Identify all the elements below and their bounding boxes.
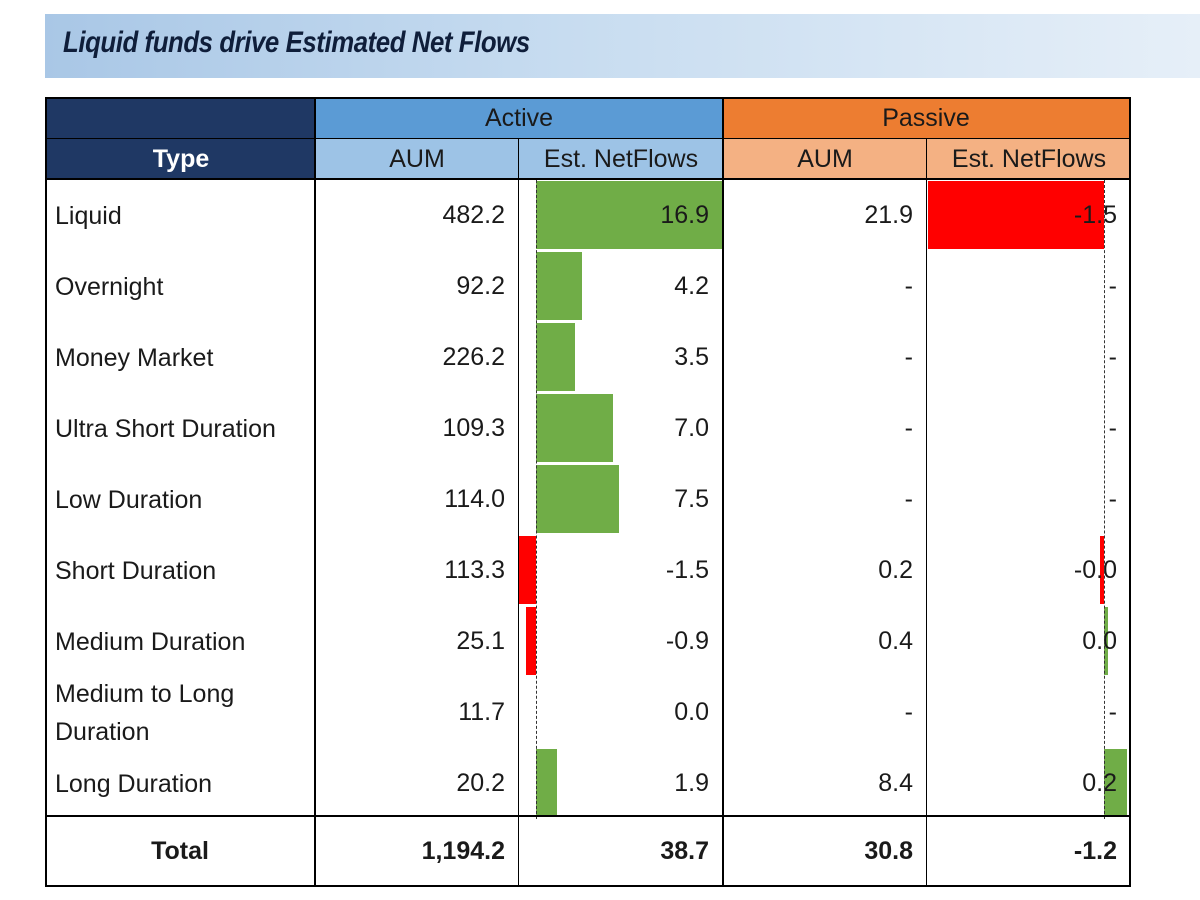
table-bottom-rule	[45, 885, 1131, 887]
row-active-netflow: 3.5	[674, 343, 709, 371]
active-flow-bar	[536, 465, 619, 533]
total-passive-netflow: -1.2	[1073, 836, 1117, 865]
row-type-label: Money Market	[55, 343, 214, 372]
row-passive-aum: 0.2	[878, 556, 913, 584]
row-passive-netflow: -	[1108, 698, 1117, 726]
header-bottom-rule	[45, 178, 1131, 180]
active-flow-bar	[526, 607, 536, 675]
active-zero-axis	[536, 180, 537, 819]
row-active-aum: 20.2	[456, 769, 505, 797]
row-type-label: Short Duration	[55, 556, 217, 585]
total-label: Total	[151, 836, 209, 865]
row-passive-netflow: -	[1108, 485, 1117, 513]
header-active-group: Active	[315, 97, 723, 138]
net-flows-table: Active Passive Type AUM Est. NetFlows AU…	[45, 97, 1131, 887]
row-type-label: Liquid	[55, 201, 122, 230]
row-passive-netflow: -1.5	[1073, 201, 1117, 229]
row-type-label: Medium to Long Duration	[55, 679, 235, 746]
total-top-rule	[45, 815, 1131, 817]
total-passive-aum: 30.8	[864, 836, 913, 865]
row-active-aum: 113.3	[444, 556, 505, 584]
row-active-netflow: 7.5	[674, 485, 709, 513]
active-flow-bar	[536, 749, 557, 817]
row-passive-aum: 0.4	[878, 627, 913, 655]
row-type-label: Medium Duration	[55, 627, 246, 656]
row-passive-aum: -	[904, 485, 913, 513]
col-divider-3	[722, 97, 724, 887]
active-flow-bar	[536, 252, 583, 320]
row-active-aum: 11.7	[458, 698, 505, 726]
row-passive-aum: -	[904, 698, 913, 726]
row-passive-aum: -	[904, 414, 913, 442]
title-bar: Liquid funds drive Estimated Net Flows	[45, 14, 1200, 78]
row-passive-netflow: 0.2	[1082, 769, 1117, 797]
row-active-netflow: -1.5	[665, 556, 709, 584]
header-passive-netflows: Est. NetFlows	[927, 138, 1131, 179]
passive-flow-bar	[1104, 607, 1108, 675]
header-passive-group: Passive	[723, 97, 1131, 138]
row-active-netflow: 4.2	[674, 272, 709, 300]
header-active-netflows: Est. NetFlows	[519, 138, 723, 179]
row-passive-aum: -	[904, 272, 913, 300]
row-active-netflow: 7.0	[674, 414, 709, 442]
total-active-netflow: 38.7	[660, 836, 709, 865]
col-divider-1	[314, 97, 316, 887]
row-type-label: Ultra Short Duration	[55, 414, 276, 443]
row-active-netflow: 0.0	[674, 698, 709, 726]
col-divider-4	[926, 138, 927, 887]
row-active-aum: 114.0	[444, 485, 505, 513]
col-divider-2	[518, 138, 519, 887]
left-border	[45, 97, 47, 887]
row-passive-aum: 8.4	[878, 769, 913, 797]
header-passive-aum: AUM	[723, 138, 927, 179]
passive-flow-bar	[1100, 536, 1104, 604]
row-type-label: Long Duration	[55, 769, 213, 798]
row-active-aum: 226.2	[442, 343, 505, 371]
row-active-netflow: 16.9	[660, 201, 709, 229]
total-active-aum: 1,194.2	[421, 836, 505, 865]
passive-zero-axis	[1104, 180, 1105, 819]
row-passive-netflow: -	[1108, 272, 1117, 300]
row-active-netflow: -0.9	[665, 627, 709, 655]
header-type-top	[45, 97, 315, 138]
row-passive-netflow: -	[1108, 414, 1117, 442]
active-flow-bar	[536, 394, 614, 462]
row-passive-netflow: -	[1108, 343, 1117, 371]
active-flow-bar	[519, 536, 536, 604]
right-border	[1129, 97, 1131, 887]
row-type-label: Overnight	[55, 272, 164, 301]
header-active-aum: AUM	[315, 138, 519, 179]
row-active-aum: 482.2	[442, 201, 505, 229]
page-title: Liquid funds drive Estimated Net Flows	[63, 26, 530, 59]
active-flow-bar	[536, 323, 575, 391]
row-passive-netflow: 0.0	[1082, 627, 1117, 655]
row-active-aum: 109.3	[442, 414, 505, 442]
row-passive-aum: -	[904, 343, 913, 371]
passive-flow-bar	[1104, 749, 1128, 817]
active-flow-bar	[536, 181, 722, 249]
row-active-aum: 92.2	[456, 272, 505, 300]
row-type-label: Low Duration	[55, 485, 203, 514]
header-type: Type	[45, 138, 315, 179]
passive-flow-bar	[928, 181, 1104, 249]
row-passive-aum: 21.9	[864, 201, 913, 229]
row-active-aum: 25.1	[456, 627, 505, 655]
row-passive-netflow: -0.0	[1073, 556, 1117, 584]
row-active-netflow: 1.9	[674, 769, 709, 797]
